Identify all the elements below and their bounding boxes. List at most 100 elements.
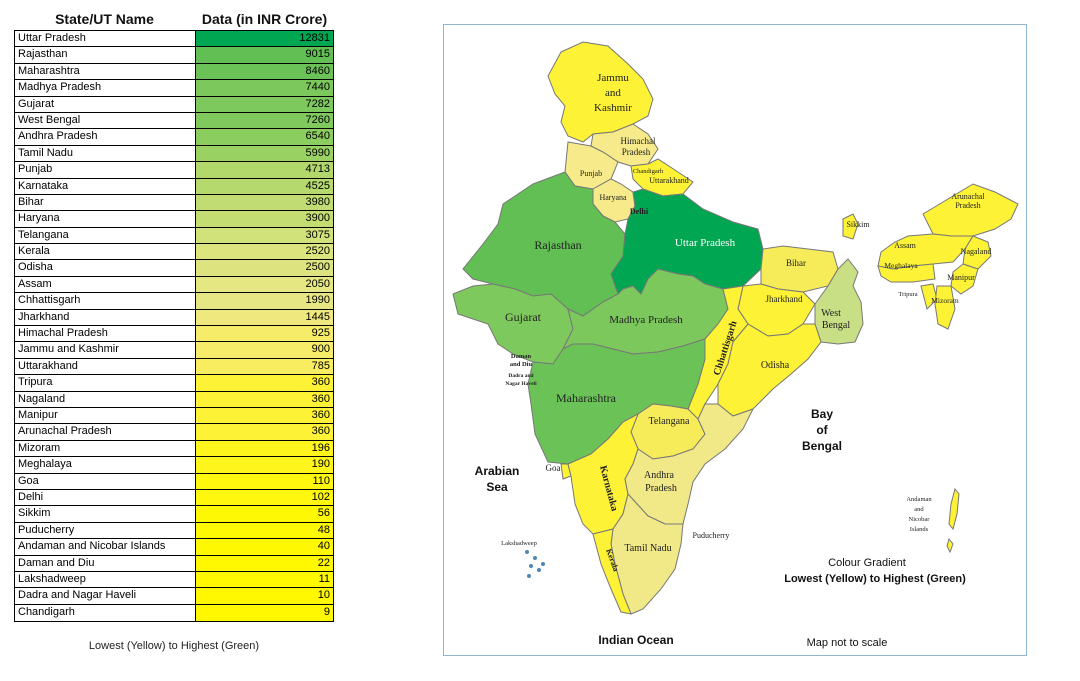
table-row: Tripura 360 [15, 375, 333, 392]
state-name-cell: Puducherry [15, 522, 196, 539]
state-name-cell: Lakshadweep [15, 571, 196, 588]
state-name-cell: Chandigarh [15, 604, 196, 622]
value-cell: 48 [196, 522, 333, 539]
state-kerala [592, 528, 632, 615]
label-gujarat: Gujarat [505, 310, 542, 324]
table-row: Chandigarh 9 [15, 604, 333, 622]
label-an-1: Andaman [906, 496, 932, 503]
label-ap-1: Arunachal [951, 192, 985, 201]
label-tripura: Tripura [898, 291, 917, 298]
value-cell: 9 [196, 604, 333, 622]
table-row: Arunachal Pradesh 360 [15, 424, 333, 441]
value-cell: 360 [196, 424, 333, 440]
value-cell: 360 [196, 407, 333, 424]
value-cell: 9015 [196, 47, 333, 63]
scale-note: Map not to scale [807, 637, 888, 649]
label-dd-1: Daman [511, 353, 532, 360]
india-map: Jammu and Kashmir Himachal Pradesh Punja… [452, 41, 1019, 649]
state-name-cell: Jammu and Kashmir [15, 342, 196, 358]
state-sikkim [842, 213, 859, 240]
state-bihar [760, 245, 839, 293]
value-cell: 5990 [196, 145, 333, 162]
table-row: Daman and Diu 22 [15, 555, 333, 572]
label-manipur: Manipur [947, 273, 975, 282]
state-meghalaya [877, 263, 936, 283]
label-jharkhand: Jharkhand [766, 294, 803, 304]
state-name-cell: Telangana [15, 227, 196, 244]
value-cell: 8460 [196, 63, 333, 80]
label-indian-ocean: Indian Ocean [598, 633, 673, 647]
value-cell: 7440 [196, 80, 333, 96]
table-row: Punjab 4713 [15, 162, 333, 179]
value-cell: 7282 [196, 96, 333, 112]
table-row: Odisha 2500 [15, 260, 333, 277]
table-row: Telangana 3075 [15, 227, 333, 245]
state-name-cell: West Bengal [15, 112, 196, 129]
state-name-cell: Tripura [15, 375, 196, 391]
value-cell: 1990 [196, 293, 333, 309]
state-name-cell: Gujarat [15, 96, 196, 112]
state-name-cell: Haryana [15, 211, 196, 227]
state-name-cell: Karnataka [15, 178, 196, 194]
water-labels: Arabian Sea Bay of Bengal Indian Ocean [475, 407, 842, 647]
table-row: Chhattisgarh 1990 [15, 293, 333, 310]
label-mizoram: Mizoram [931, 296, 959, 305]
column-header-state: State/UT Name [55, 11, 154, 27]
islands-lakshadweep [525, 550, 545, 578]
state-name-cell: Nagaland [15, 391, 196, 407]
label-up: Uttar Pradesh [675, 237, 736, 249]
value-cell: 40 [196, 539, 333, 555]
state-name-cell: Daman and Diu [15, 555, 196, 571]
label-punjab: Punjab [580, 169, 602, 178]
table-row: Tamil Nadu 5990 [15, 145, 333, 163]
label-bay-1: Bay [811, 407, 833, 421]
state-name-cell: Rajasthan [15, 47, 196, 63]
label-goa: Goa [546, 463, 561, 473]
label-meghalaya: Meghalaya [884, 261, 918, 270]
column-header-value: Data (in INR Crore) [201, 11, 328, 27]
map-frame [443, 24, 1027, 656]
table-row: Himachal Pradesh 925 [15, 326, 333, 343]
state-mizoram [934, 285, 956, 330]
table-row: Manipur 360 [15, 407, 333, 425]
gradient-range: Lowest (Yellow) to Highest (Green) [784, 573, 966, 585]
state-name-cell: Odisha [15, 260, 196, 276]
table-row: Meghalaya 190 [15, 457, 333, 474]
table-row: Sikkim 56 [15, 506, 333, 523]
table-row: Goa 110 [15, 473, 333, 490]
label-maharashtra: Maharashtra [556, 391, 617, 405]
label-sikkim: Sikkim [846, 220, 870, 229]
value-cell: 1445 [196, 309, 333, 326]
label-hp-1: Himachal [621, 136, 656, 146]
state-name-cell: Bihar [15, 194, 196, 211]
table-row: Uttarakhand 785 [15, 358, 333, 376]
table-row: Uttar Pradesh 12831 [15, 31, 333, 48]
state-name-cell: Delhi [15, 489, 196, 506]
state-name-cell: Andhra Pradesh [15, 129, 196, 145]
state-manipur [950, 263, 979, 295]
value-cell: 360 [196, 375, 333, 391]
value-cell: 2500 [196, 260, 333, 276]
state-name-cell: Manipur [15, 407, 196, 424]
label-bihar: Bihar [786, 258, 806, 268]
label-an-3: Nicobar [909, 516, 931, 523]
table-footnote: Lowest (Yellow) to Highest (Green) [88, 640, 260, 652]
label-arabian-sea-2: Sea [486, 480, 508, 494]
table-row: Madhya Pradesh 7440 [15, 80, 333, 97]
state-name-cell: Punjab [15, 162, 196, 178]
table-row: Jammu and Kashmir 900 [15, 342, 333, 359]
label-odisha: Odisha [761, 360, 790, 371]
state-name-cell: Sikkim [15, 506, 196, 522]
value-cell: 196 [196, 440, 333, 457]
label-uttarakhand: Uttarakhand [649, 176, 689, 185]
label-mp: Madhya Pradesh [609, 314, 683, 326]
table-row: Haryana 3900 [15, 211, 333, 228]
value-cell: 22 [196, 555, 333, 571]
value-cell: 102 [196, 489, 333, 506]
state-name-cell: Meghalaya [15, 457, 196, 473]
label-andhra-2: Pradesh [645, 483, 677, 494]
label-dnh-1: Dadra and [508, 373, 533, 379]
state-name-cell: Kerala [15, 244, 196, 260]
table-row: Puducherry 48 [15, 522, 333, 540]
label-dnh-2: Nagar Haveli [505, 381, 537, 387]
